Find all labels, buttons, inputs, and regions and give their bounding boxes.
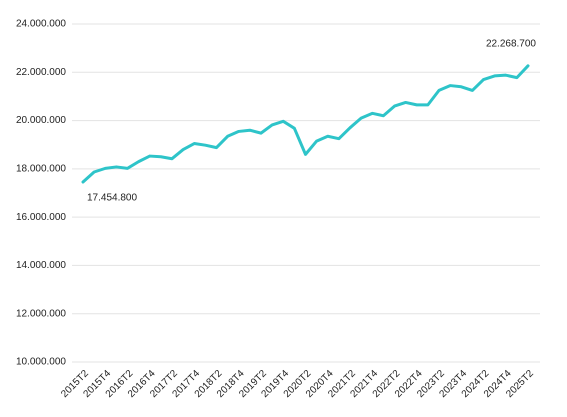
data-label: 22.268.700 bbox=[486, 38, 536, 49]
y-tick-label: 16.000.000 bbox=[16, 212, 66, 223]
line bbox=[81, 64, 530, 184]
y-tick-label: 24.000.000 bbox=[16, 19, 66, 30]
y-tick-label: 14.000.000 bbox=[16, 260, 66, 271]
y-tick-label: 12.000.000 bbox=[16, 308, 66, 319]
data-label: 17.454.800 bbox=[87, 193, 137, 204]
y-tick-label: 18.000.000 bbox=[16, 163, 66, 174]
y-tick-label: 22.000.000 bbox=[16, 67, 66, 78]
y-tick-label: 20.000.000 bbox=[16, 115, 66, 126]
y-tick-label: 10.000.000 bbox=[16, 357, 66, 368]
